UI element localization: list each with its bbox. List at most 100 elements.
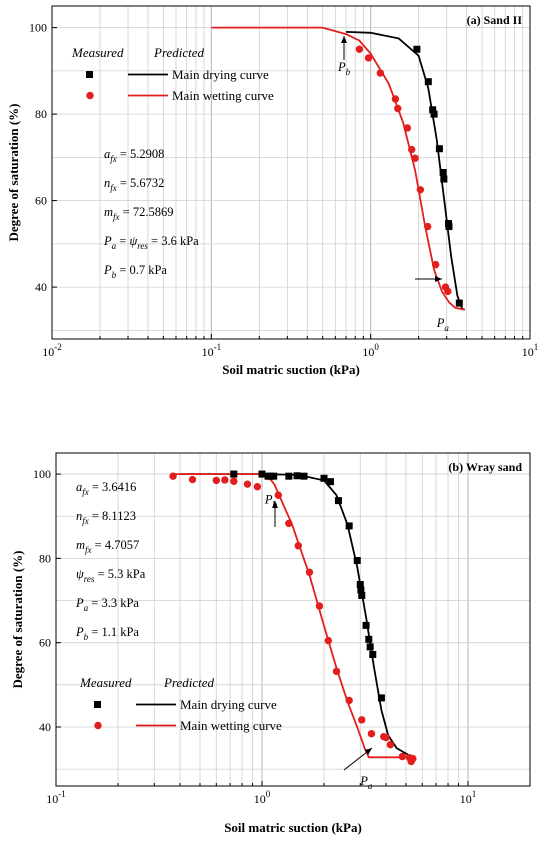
parameter-text: mfx = 72.5869	[104, 205, 173, 222]
measured-point	[188, 475, 197, 484]
measured-point	[221, 476, 229, 484]
measured-point	[358, 716, 366, 724]
measured-point	[455, 299, 463, 307]
legend: Measured Predicted Main drying curve Main w…	[71, 45, 274, 103]
y-tick-label: 60	[39, 636, 51, 650]
measured-point	[294, 542, 302, 550]
panel-label: (a) Sand II	[467, 13, 523, 27]
measured-point	[403, 124, 412, 132]
plot-frame	[51, 5, 531, 340]
legend-measured-header: Measured	[71, 45, 124, 60]
measured-point	[394, 104, 402, 113]
measured-point	[398, 752, 407, 761]
x-tick-label: 10-1	[46, 789, 66, 806]
y-tick-label: 40	[39, 720, 51, 734]
measured-point	[355, 45, 364, 53]
measured-point	[293, 472, 301, 480]
grid	[56, 453, 530, 786]
annotation-label: Pa	[436, 316, 450, 333]
parameter-text: Pb = 0.7 kPa	[103, 263, 167, 280]
parameter-text: Pb = 1.1 kPa	[75, 625, 139, 642]
measured-point	[432, 260, 440, 269]
measured-point	[444, 287, 452, 296]
panel-label: (b) Wray sand	[448, 460, 522, 474]
plot-frame	[55, 452, 531, 787]
legend-entry: Main wetting curve	[180, 718, 282, 733]
x-axis-label: Soil matric suction (kPa)	[224, 820, 362, 835]
measured-point	[285, 472, 293, 480]
parameter-text: Pa = ψres = 3.6 kPa	[103, 234, 199, 251]
measured-point	[212, 476, 220, 485]
measured-point	[439, 169, 447, 176]
x-tick-label: 10-1	[202, 342, 222, 359]
measured-point	[411, 154, 419, 162]
measured-point	[440, 175, 448, 183]
measured-point	[230, 477, 238, 485]
parameter-text: afx = 3.6416	[76, 480, 136, 497]
annotation-label: Pa	[359, 774, 373, 791]
annotation-arrowhead	[435, 276, 442, 282]
parameter-text: nfx = 8.1123	[76, 509, 136, 526]
measured-point	[315, 602, 324, 610]
measured-point	[243, 480, 252, 488]
x-tick-label: 101	[522, 342, 539, 359]
annotation-arrowhead	[272, 501, 278, 508]
measured-point	[253, 483, 262, 491]
annotation-arrowhead	[364, 748, 372, 755]
measured-point	[326, 478, 334, 486]
measured-point	[300, 472, 308, 480]
measured-point	[324, 636, 333, 645]
measured-point	[445, 223, 453, 231]
legend-marker	[86, 71, 93, 78]
measured-point	[377, 694, 385, 702]
parameter-text: mfx = 4.7057	[76, 538, 139, 555]
measured-point	[413, 45, 421, 53]
x-tick-label: 101	[460, 789, 477, 806]
grid	[52, 6, 530, 339]
measured-point	[332, 667, 341, 676]
legend-entry: Main wetting curve	[172, 88, 274, 103]
parameter-text: nfx = 5.6732	[104, 176, 164, 193]
y-tick-label: 40	[35, 280, 47, 294]
measured-point	[408, 145, 416, 154]
measured-point	[230, 470, 238, 478]
measured-point	[362, 621, 370, 629]
legend-entry: Main drying curve	[180, 697, 277, 712]
measured-point	[367, 730, 376, 738]
measured-point	[356, 581, 364, 589]
y-tick-label: 80	[39, 551, 51, 565]
legend-marker	[94, 701, 101, 708]
x-tick-label: 100	[254, 789, 271, 806]
measured-point	[435, 145, 443, 153]
measured-point	[320, 474, 328, 482]
legend: Measured Predicted Main drying curve Main w…	[79, 675, 282, 733]
measured-point	[258, 470, 266, 478]
legend-marker	[94, 721, 102, 730]
parameter-text: Pa = 3.3 kPa	[75, 596, 139, 613]
measured-point	[376, 69, 385, 77]
measured-point	[429, 106, 437, 114]
measured-point	[345, 696, 353, 705]
predicted-curve	[211, 26, 465, 311]
legend-entry: Main drying curve	[172, 67, 269, 82]
measured-point	[285, 519, 293, 528]
legend-predicted-header: Predicted	[153, 45, 205, 60]
measured-point	[365, 635, 373, 643]
measured-point	[424, 78, 432, 86]
measured-point	[430, 110, 438, 118]
measured-point	[364, 54, 373, 62]
legend-predicted-header: Predicted	[163, 675, 215, 690]
measured-point	[334, 497, 342, 505]
parameter-text: afx = 5.2908	[104, 147, 164, 164]
legend-marker	[86, 91, 94, 100]
measured-point	[416, 186, 425, 194]
parameter-text: ψres = 5.3 kPa	[76, 567, 146, 584]
y-tick-label: 60	[35, 194, 47, 208]
annotation-label: Pb	[337, 60, 351, 77]
measured-point	[391, 95, 400, 103]
measured-point	[345, 522, 353, 530]
measured-point	[366, 643, 374, 651]
measured-point	[358, 591, 366, 599]
